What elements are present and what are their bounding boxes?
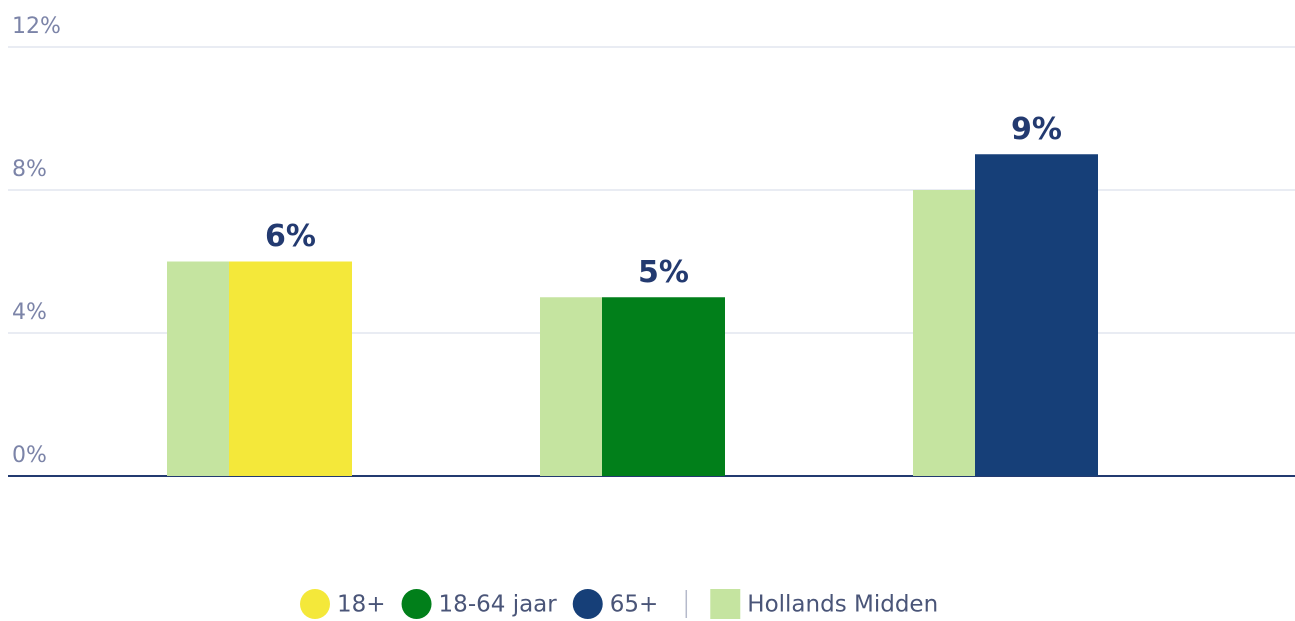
value-label: 6% — [265, 219, 316, 254]
legend-label: 18+ — [337, 592, 386, 618]
value-label: 9% — [1011, 112, 1062, 147]
legend-label: 65+ — [610, 592, 659, 618]
bar — [167, 261, 229, 476]
legend-label: Hollands Midden — [747, 592, 938, 618]
bar — [540, 297, 602, 476]
y-tick-label: 8% — [12, 157, 47, 182]
legend-label: 18-64 jaar — [439, 592, 558, 618]
legend-swatch — [572, 589, 603, 619]
bar — [602, 297, 725, 476]
bar — [975, 154, 1098, 476]
y-tick-label: 12% — [12, 14, 61, 39]
y-tick-label: 0% — [12, 443, 47, 468]
bar — [913, 190, 975, 476]
legend-swatch — [300, 589, 330, 619]
value-label: 5% — [638, 255, 689, 290]
legend-swatch — [710, 589, 741, 619]
legend-swatch — [401, 589, 432, 619]
y-tick-label: 4% — [12, 300, 47, 325]
bar — [229, 261, 352, 476]
